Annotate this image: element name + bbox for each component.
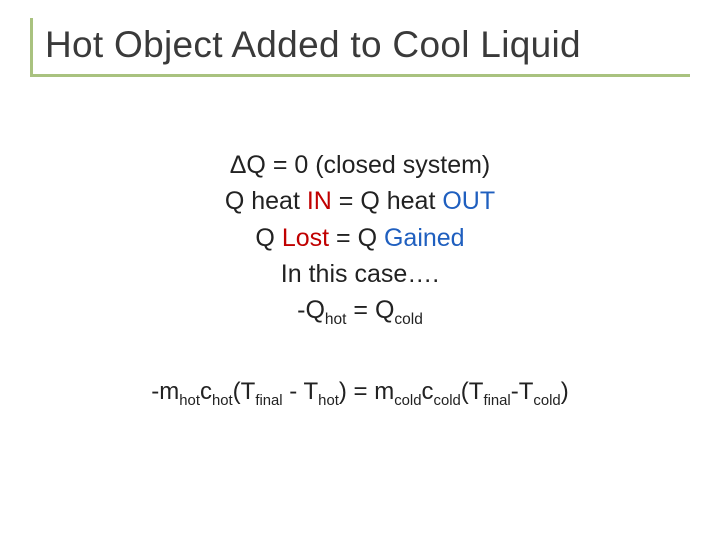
eq-sub: cold [394, 393, 421, 409]
eq-part: c [422, 378, 434, 405]
line-1: ΔQ = 0 (closed system) [30, 147, 690, 183]
eq-sub: hot [179, 393, 200, 409]
eq-part: (T [233, 378, 256, 405]
text: = Q heat [332, 187, 443, 215]
line-3: Q Lost = Q Gained [30, 220, 690, 256]
text: = Q [346, 296, 394, 324]
text: Q heat [225, 187, 307, 215]
slide-title: Hot Object Added to Cool Liquid [45, 24, 690, 66]
eq-part: -m [151, 378, 179, 405]
eq-part: (T [461, 378, 484, 405]
eq-sub: hot [318, 393, 339, 409]
sub-hot: hot [325, 311, 347, 328]
text-out: OUT [442, 187, 495, 215]
text: -Q [297, 296, 325, 324]
eq-sub: final [255, 393, 282, 409]
text: = Q [329, 224, 384, 252]
slide: Hot Object Added to Cool Liquid ΔQ = 0 (… [0, 0, 720, 540]
eq-sub: cold [434, 393, 461, 409]
eq-sub: final [483, 393, 510, 409]
eq-sub: cold [533, 393, 560, 409]
equation: -mhotchot(Tfinal - Thot) = mcoldccold(Tf… [30, 378, 690, 406]
eq-part: - T [283, 378, 319, 405]
eq-sub: hot [212, 393, 233, 409]
text: Q [255, 224, 281, 252]
line-2: Q heat IN = Q heat OUT [30, 183, 690, 219]
text-gained: Gained [384, 224, 465, 252]
line-4: In this case…. [30, 256, 690, 292]
eq-part: c [200, 378, 212, 405]
title-container: Hot Object Added to Cool Liquid [30, 18, 690, 77]
body-text: ΔQ = 0 (closed system) Q heat IN = Q hea… [30, 147, 690, 328]
line-5: -Qhot = Qcold [30, 292, 690, 328]
eq-part: ) = m [339, 378, 394, 405]
text-lost: Lost [282, 224, 329, 252]
sub-cold: cold [394, 311, 422, 328]
eq-part: -T [511, 378, 534, 405]
text-in: IN [307, 187, 332, 215]
eq-part: ) [561, 378, 569, 405]
